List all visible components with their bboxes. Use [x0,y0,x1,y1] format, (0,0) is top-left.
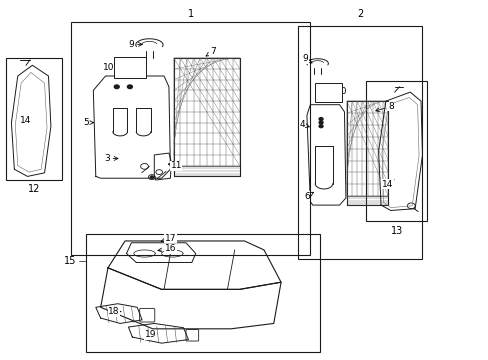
Circle shape [127,85,132,89]
Text: 7: 7 [205,47,215,56]
Text: 16: 16 [158,244,176,253]
Text: 4: 4 [299,120,309,129]
Text: 6: 6 [304,192,313,201]
Text: 17: 17 [161,234,176,243]
Text: 10: 10 [330,86,347,95]
Circle shape [319,125,323,128]
Text: 12: 12 [28,184,40,194]
Text: 9: 9 [302,54,311,63]
Circle shape [114,85,119,89]
Bar [5,58,61,180]
Text: 19: 19 [144,330,157,339]
Text: 5: 5 [83,118,93,127]
Text: 15: 15 [64,256,76,266]
FancyBboxPatch shape [140,309,155,322]
Bar [86,234,320,352]
Circle shape [319,121,323,124]
Circle shape [319,118,323,121]
Text: 14: 14 [381,179,393,189]
Text: 3: 3 [104,154,118,163]
FancyBboxPatch shape [185,329,198,341]
Text: 8: 8 [375,102,393,112]
Text: 13: 13 [390,226,403,235]
Bar [298,26,422,259]
Text: 2: 2 [356,9,363,19]
Bar [366,81,427,221]
Text: 1: 1 [187,9,194,19]
Text: 11: 11 [168,161,182,170]
Text: 9: 9 [128,40,142,49]
Bar [71,22,310,255]
Text: 10: 10 [103,63,115,72]
Text: 18: 18 [108,307,121,316]
Text: 14: 14 [20,116,32,125]
Bar [114,57,146,78]
Bar [315,83,341,102]
Circle shape [150,176,154,179]
